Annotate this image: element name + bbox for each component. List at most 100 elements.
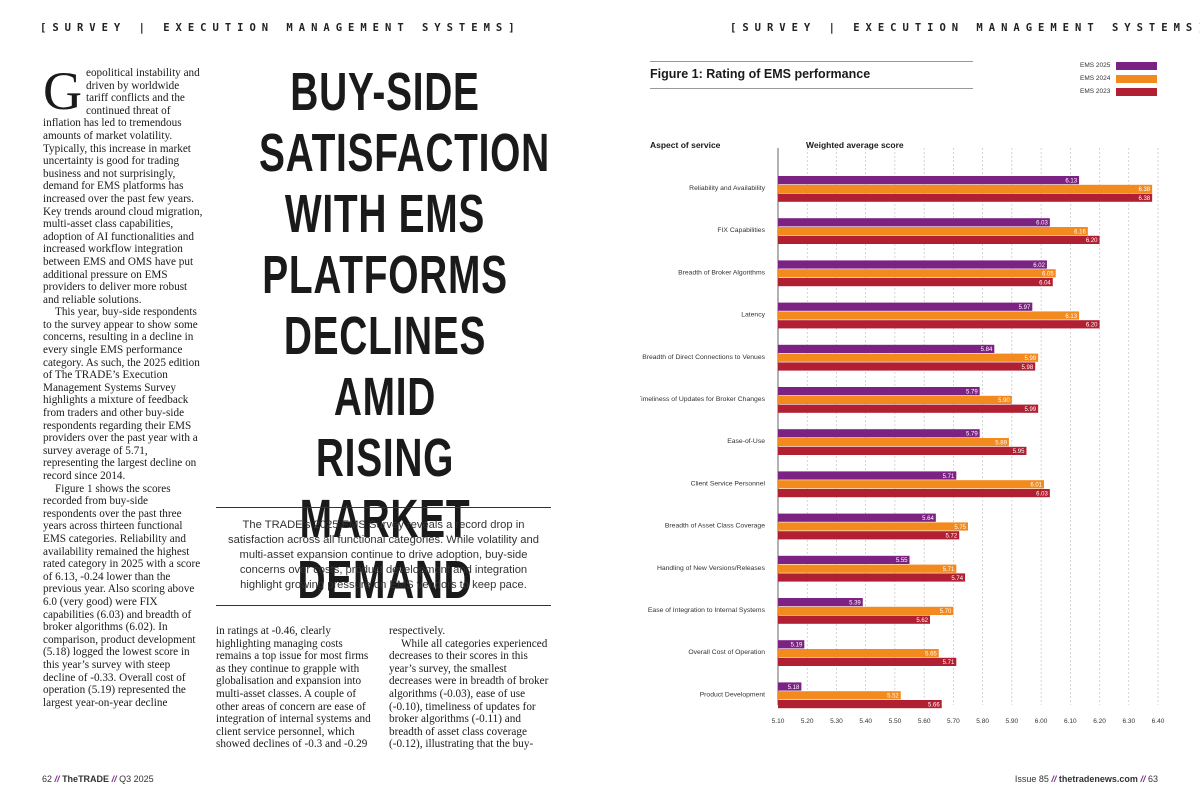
category-label: Ease-of-Use: [727, 438, 765, 445]
bar: [778, 615, 930, 624]
x-tick-label: 6.20: [1093, 718, 1106, 725]
bar: [778, 302, 1033, 311]
category-label: Overall Cost of Operation: [688, 649, 765, 656]
legend-2023: EMS 2023: [1080, 88, 1111, 95]
website: thetradenews.com: [1058, 774, 1138, 784]
bar: [778, 598, 863, 607]
article-column-2: in ratings at -0.46, clearly highlightin…: [216, 625, 376, 751]
bar-value-label: 6.04: [1039, 280, 1051, 286]
figure-bottom-rule: [650, 88, 973, 89]
bar: [778, 311, 1080, 320]
legend-2025: EMS 2025: [1080, 62, 1111, 69]
category-label: Latency: [741, 312, 765, 319]
x-tick-label: 6.40: [1152, 718, 1165, 725]
bar-value-label: 5.72: [946, 534, 958, 540]
bar: [778, 260, 1047, 269]
standfirst-top-rule: [216, 507, 551, 508]
bar: [778, 438, 1009, 447]
bar-chart: 5.10 5.20 5.30 5.40 5.50 5.60 5.70 5.80 5.90 6.00…: [640, 148, 1165, 725]
bar-value-label: 5.99: [1024, 356, 1036, 362]
bar: [778, 573, 966, 582]
bar: [778, 471, 957, 480]
bar-value-label: 5.95: [1013, 449, 1025, 455]
bar: [778, 227, 1088, 236]
category-label: Breadth of Direct Connections to Venues: [642, 354, 765, 361]
bar-value-label: 6.38: [1138, 187, 1150, 193]
paragraph-6: While all categories experienced decreas…: [389, 637, 549, 751]
bar-value-label: 5.79: [966, 389, 978, 395]
bar: [778, 446, 1027, 455]
category-label: Handling of New Versions/Releases: [657, 565, 766, 572]
bar: [778, 429, 980, 438]
article-column-3: respectively. While all categories exper…: [389, 625, 551, 751]
bar-value-label: 6.13: [1065, 178, 1077, 184]
bar: [778, 395, 1012, 404]
bar-value-label: 6.05: [1042, 272, 1054, 278]
bar: [778, 606, 954, 615]
x-tick-label: 5.50: [889, 718, 902, 725]
bar-value-label: 6.01: [1030, 483, 1042, 489]
x-tick-label: 5.10: [772, 718, 785, 725]
bar: [778, 278, 1053, 287]
bar-value-label: 6.13: [1065, 314, 1077, 320]
section-header-left: [SURVEY | EXECUTION MANAGEMENT SYSTEMS]: [40, 22, 521, 34]
bar-value-label: 5.99: [1024, 407, 1036, 413]
bar: [778, 480, 1044, 489]
bar: [778, 193, 1153, 202]
bar: [778, 691, 901, 700]
category-label: Ease of Integration to Internal Systems: [648, 607, 766, 614]
category-label: Product Development: [700, 691, 765, 698]
bar-value-label: 6.38: [1138, 196, 1150, 202]
page-number-left: 62: [42, 774, 53, 784]
bar: [778, 564, 957, 573]
bar: [778, 176, 1080, 185]
category-label: FIX Capabilities: [717, 227, 765, 234]
bar: [778, 657, 957, 666]
legend-swatch-2025: [1116, 62, 1157, 70]
bar-value-label: 5.71: [943, 567, 955, 573]
x-tick-label: 5.80: [976, 718, 989, 725]
bar-value-label: 5.89: [995, 440, 1007, 446]
figure-top-rule: [650, 61, 973, 62]
bar: [778, 522, 968, 531]
bar-value-label: 5.64: [922, 516, 934, 522]
standfirst-bottom-rule: [216, 605, 551, 606]
bar: [778, 184, 1153, 193]
bar: [778, 640, 805, 649]
bar-value-label: 5.39: [849, 600, 861, 606]
bar-value-label: 6.03: [1036, 491, 1048, 497]
footer-left: 62 // TheTRADE // Q3 2025: [42, 774, 154, 784]
issue-number: Issue 85: [1014, 774, 1049, 784]
page-number-right: 63: [1147, 774, 1158, 784]
bar-value-label: 5.65: [925, 651, 937, 657]
standfirst: The TRADE’s 2025 EMS Survey reveals a re…: [228, 519, 539, 591]
x-tick-label: 6.00: [1035, 718, 1048, 725]
bar: [778, 700, 942, 709]
figure-title: Figure 1: Rating of EMS performance: [650, 67, 871, 81]
legend-swatch-2023: [1116, 88, 1157, 96]
x-axis-heading: Weighted average score: [806, 140, 904, 150]
category-label: Breadth of Broker Algorithms: [678, 269, 765, 276]
bar: [778, 344, 995, 353]
x-tick-label: 5.60: [918, 718, 931, 725]
bar-value-label: 5.75: [954, 525, 966, 531]
bar: [778, 489, 1050, 498]
bar-value-label: 5.52: [887, 694, 899, 700]
bar-value-label: 5.84: [981, 347, 993, 353]
bar-value-label: 5.74: [951, 576, 963, 582]
bar-value-label: 6.16: [1074, 229, 1086, 235]
bar: [778, 682, 802, 691]
drop-cap: G: [43, 61, 82, 121]
bar-value-label: 5.90: [998, 398, 1010, 404]
category-label: Timeliness of Updates for Broker Changes: [640, 396, 766, 403]
category-label: Client Service Personnel: [691, 480, 766, 487]
headline: BUY-SIDE SATISFACTION WITH EMS PLATFORMS…: [210, 62, 560, 611]
bar: [778, 320, 1100, 329]
footer-right: Issue 85 // thetradenews.com // 63: [1014, 774, 1158, 784]
bar: [778, 362, 1036, 371]
paragraph-1: eopolitical instability and driven by wo…: [43, 67, 203, 306]
x-tick-label: 5.70: [947, 718, 960, 725]
bar-value-label: 5.79: [966, 432, 978, 438]
bar-value-label: 5.71: [943, 660, 955, 666]
